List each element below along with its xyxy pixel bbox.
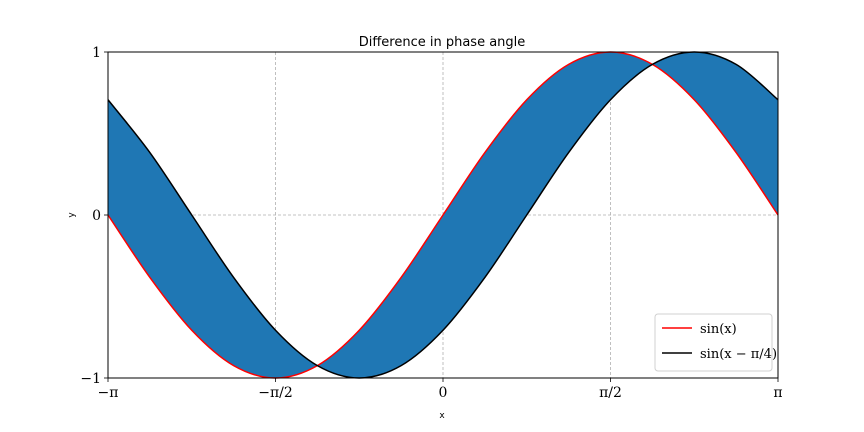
x-axis: −π −π/2 0 π/2 π [98, 378, 783, 401]
y-axis: −1 0 1 [80, 45, 108, 387]
x-tick-label: 0 [439, 385, 448, 401]
series-line-sin [107, 51, 779, 379]
x-axis-label: x [439, 411, 445, 421]
y-axis-label: y [67, 212, 77, 218]
chart-title: Difference in phase angle [359, 35, 526, 50]
legend-label-sin: sin(x) [700, 322, 737, 337]
series-line-sin-shifted [107, 51, 779, 379]
y-tick-label: 0 [92, 208, 101, 224]
x-tick-label: π [773, 385, 782, 401]
x-tick-label: −π [98, 385, 119, 401]
y-tick-label: 1 [92, 45, 101, 61]
legend: sin(x) sin(x − π/4) [654, 313, 777, 372]
x-tick-label: π/2 [599, 385, 622, 401]
legend-label-sin-shifted: sin(x − π/4) [700, 347, 777, 362]
x-tick-label: −π/2 [258, 385, 293, 401]
y-tick-label: −1 [80, 371, 101, 387]
